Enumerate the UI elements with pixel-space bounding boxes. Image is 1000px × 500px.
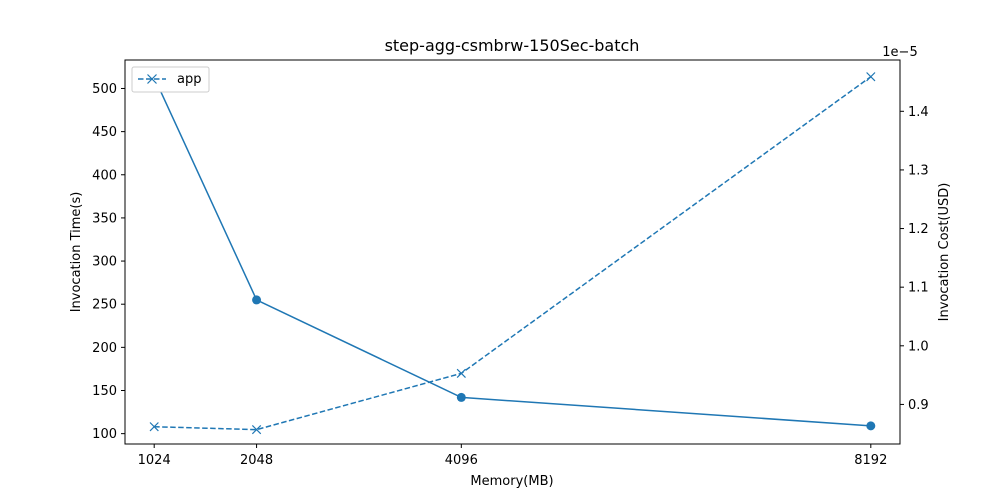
plot-area: 1024 2048 4096 8192 100 150 200 250 300 350 400 450…: [92, 72, 929, 468]
left-tick-label: 500: [92, 82, 117, 97]
legend: app: [131, 66, 210, 93]
x-tick-label: 2048: [240, 453, 273, 468]
right-tick-label: 1.2: [908, 222, 929, 237]
right-tick-label: 1.1: [908, 281, 929, 296]
series-point-1: [456, 392, 466, 402]
series-point-2: [866, 72, 876, 82]
left-tick-label: 150: [92, 384, 117, 399]
left-tick-label: 200: [92, 341, 117, 356]
x-tick-label: 4096: [445, 453, 478, 468]
left-tick-label: 450: [92, 125, 117, 140]
left-tick-label: 350: [92, 211, 117, 226]
left-tick-label: 300: [92, 255, 117, 270]
series-point-2: [149, 422, 159, 432]
right-tick-label: 1.4: [908, 105, 929, 120]
right-tick-label: 0.9: [908, 398, 929, 413]
left-tick-label: 100: [92, 427, 117, 442]
left-axis-label: Invocation Time(s): [69, 192, 84, 313]
chart-title: step-agg-csmbrw-150Sec-batch: [385, 36, 640, 55]
right-tick-label: 1.0: [908, 339, 929, 354]
left-tick-label: 400: [92, 168, 117, 183]
series-point-2: [456, 368, 466, 378]
x-tick-label: 1024: [138, 453, 171, 468]
series-line-2: [154, 76, 872, 431]
series-line-1: [153, 76, 871, 427]
series-point-1: [866, 421, 876, 431]
plot-frame: [124, 59, 901, 445]
legend-label: app: [177, 72, 201, 87]
series-point-2: [251, 425, 262, 435]
right-axis-label: Invocation Cost(USD): [937, 183, 952, 322]
legend-x-marker: [147, 74, 157, 84]
x-tick-label: 8192: [854, 453, 887, 468]
right-axis-offset: 1e−5: [882, 45, 917, 60]
right-tick-label: 1.3: [908, 163, 929, 178]
x-axis-label: Memory(MB): [470, 474, 553, 489]
legend-box: [131, 66, 210, 93]
series-point-1: [252, 295, 262, 305]
left-tick-label: 250: [92, 298, 117, 313]
